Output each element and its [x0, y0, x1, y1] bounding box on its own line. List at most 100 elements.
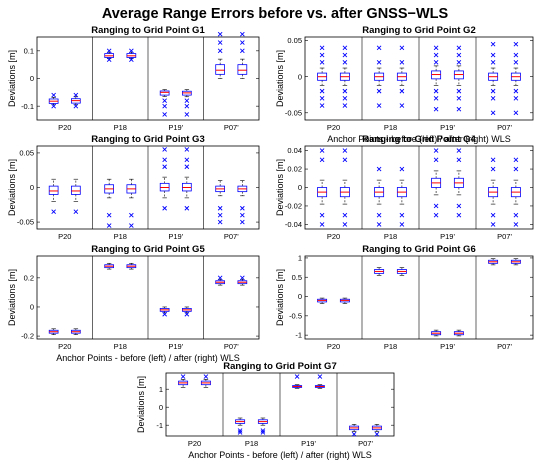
y-tick-label: 0.02: [287, 165, 302, 174]
outlier-point: [456, 203, 462, 209]
outlier-stroke: [73, 209, 79, 215]
outlier-point: [433, 96, 439, 101]
outlier-stroke: [376, 166, 382, 172]
outlier-point: [490, 212, 496, 218]
outlier-stroke: [342, 157, 348, 163]
y-tick-label: 0.2: [24, 273, 34, 282]
outlier-stroke: [237, 428, 243, 433]
outlier-point: [490, 222, 496, 227]
outlier-stroke: [319, 52, 325, 58]
y-tick-label: 0.05: [287, 36, 302, 45]
outlier-stroke: [351, 431, 357, 437]
outlier-stroke: [490, 88, 496, 94]
outlier-point: [162, 164, 167, 170]
x-tick-label: P18: [114, 123, 127, 132]
y-tick-label: 0: [30, 303, 34, 312]
outlier-stroke: [217, 275, 223, 281]
outlier-stroke: [376, 45, 382, 51]
outlier-point: [240, 212, 245, 218]
y-axis-label: Deviations [m]: [275, 269, 285, 326]
y-tick-label: 0: [30, 74, 34, 83]
outlier-stroke: [342, 212, 348, 218]
outlier-stroke: [456, 212, 462, 218]
x-axis-label: Anchor Points - before (left) / after (r…: [327, 134, 511, 144]
subplot-title: Ranging to Grid Point G7: [223, 361, 336, 372]
outlier-point: [513, 166, 519, 172]
outlier-point: [217, 48, 223, 54]
y-tick-label: -0.5: [289, 311, 302, 320]
outlier-stroke: [399, 166, 405, 172]
x-tick-label: P18: [245, 439, 258, 448]
figure-title: Average Range Errors before vs. after GN…: [102, 6, 449, 22]
outlier-point: [456, 88, 462, 94]
outlier-stroke: [260, 430, 266, 435]
outlier-stroke: [490, 110, 496, 116]
outlier-stroke: [184, 98, 190, 103]
outlier-stroke: [319, 45, 325, 51]
outlier-point: [162, 103, 167, 109]
box-before: [159, 90, 170, 96]
outlier-point: [106, 57, 112, 63]
outlier-stroke: [374, 431, 380, 437]
outlier-stroke: [184, 147, 190, 152]
x-tick-label: P19': [440, 232, 455, 241]
outlier-point: [490, 96, 496, 101]
outlier-point: [319, 222, 325, 227]
outlier-stroke: [513, 52, 519, 58]
outlier-stroke: [342, 222, 348, 227]
outlier-stroke: [129, 48, 134, 54]
outlier-point: [184, 98, 190, 103]
outlier-stroke: [433, 106, 439, 112]
outlier-stroke: [399, 212, 405, 218]
outlier-point: [490, 110, 496, 116]
y-tick-label: 0.5: [292, 273, 302, 282]
x-tick-label: P18: [384, 232, 397, 241]
outlier-point: [456, 96, 462, 101]
outlier-stroke: [162, 164, 167, 170]
outlier-point: [490, 88, 496, 94]
outlier-stroke: [456, 45, 462, 51]
outlier-point: [513, 222, 519, 227]
outlier-point: [319, 157, 325, 163]
outlier-stroke: [342, 52, 348, 58]
x-tick-label: P19': [301, 439, 316, 448]
outlier-stroke: [513, 212, 519, 218]
outlier-stroke: [240, 212, 245, 218]
outlier-stroke: [490, 41, 496, 47]
outlier-point: [203, 374, 209, 379]
outlier-stroke: [342, 96, 348, 101]
outlier-point: [433, 59, 439, 65]
outlier-stroke: [184, 164, 190, 170]
outlier-point: [184, 311, 190, 317]
x-tick-label: P07': [497, 342, 512, 351]
y-tick-label: 0.1: [24, 46, 34, 55]
outlier-stroke: [162, 147, 167, 152]
outlier-stroke: [513, 222, 519, 227]
outlier-stroke: [399, 103, 405, 108]
outlier-stroke: [240, 31, 245, 37]
x-tick-label: P20: [188, 439, 201, 448]
box-after: [71, 185, 81, 195]
outlier-point: [342, 103, 348, 108]
y-tick-label: 0: [30, 183, 34, 192]
outlier-stroke: [490, 59, 496, 65]
outlier-stroke: [399, 88, 405, 94]
outlier-point: [433, 88, 439, 94]
y-tick-label: -0.05: [285, 108, 302, 117]
outlier-stroke: [433, 212, 439, 218]
outlier-stroke: [376, 59, 382, 65]
outlier-point: [376, 103, 382, 108]
outlier-stroke: [184, 157, 190, 163]
outlier-stroke: [217, 205, 223, 211]
x-tick-label: P20: [327, 232, 340, 241]
outlier-stroke: [319, 59, 325, 65]
outlier-stroke: [433, 52, 439, 58]
outlier-point: [342, 148, 348, 153]
outlier-stroke: [203, 374, 209, 379]
outlier-stroke: [456, 157, 462, 163]
outlier-stroke: [51, 92, 56, 98]
outlier-stroke: [237, 430, 243, 435]
outlier-stroke: [294, 374, 300, 379]
outlier-stroke: [319, 157, 325, 163]
outlier-point: [513, 110, 519, 116]
